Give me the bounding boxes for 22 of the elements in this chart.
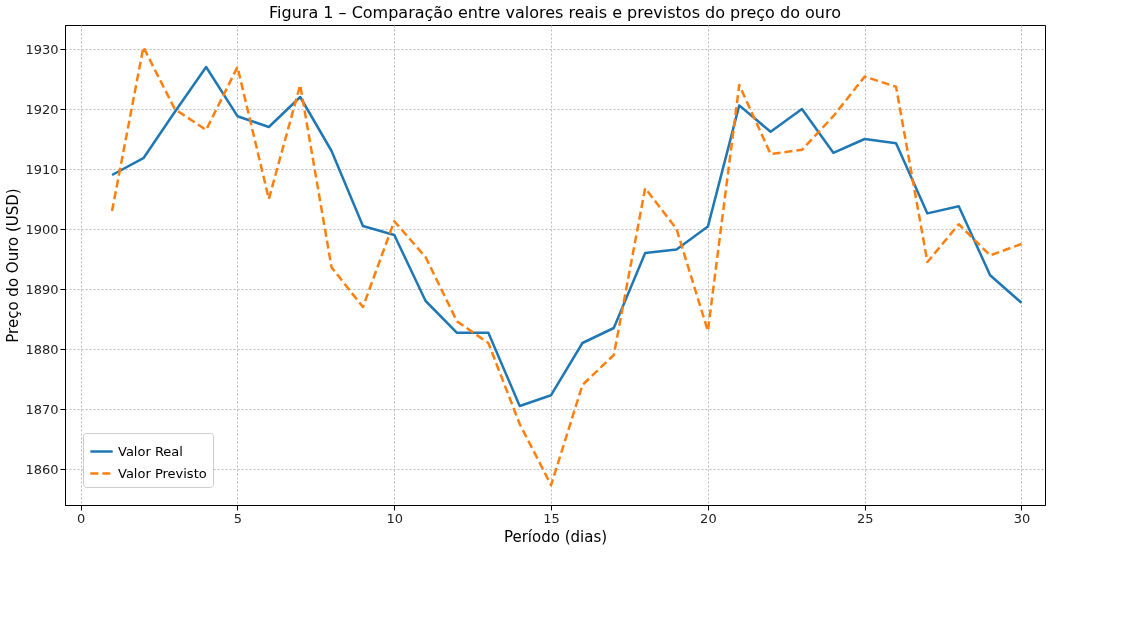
y-tick-label: 1860 [25,461,59,477]
y-axis-title: Preço do Ouro (USD) [4,188,23,343]
y-tick-label: 1900 [25,221,59,237]
y-tick-label: 1890 [25,281,59,297]
x-tick-label: 25 [856,510,874,526]
y-tick-label: 1870 [25,401,59,417]
y-tick-label: 1930 [25,41,59,57]
legend-label: Valor Real [118,443,183,459]
line-series [110,45,1023,487]
x-tick-label: 10 [386,510,404,526]
x-tick-label: 0 [77,510,86,526]
x-tick-label: 15 [543,510,560,526]
legend-label: Valor Previsto [118,465,207,481]
y-tick-label: 1920 [25,101,59,117]
x-tick-label: 5 [233,510,243,526]
y-tick-label: 1910 [25,161,59,177]
y-tick-label: 1880 [25,341,59,357]
chart-title: Figura 1 – Comparação entre valores reais e previstos do preço do ouro [269,3,841,22]
x-axis-title: Período (dias) [503,527,608,546]
x-tick-label: 30 [1013,510,1031,526]
line-series [110,65,1023,408]
x-tick-label: 20 [700,510,717,526]
